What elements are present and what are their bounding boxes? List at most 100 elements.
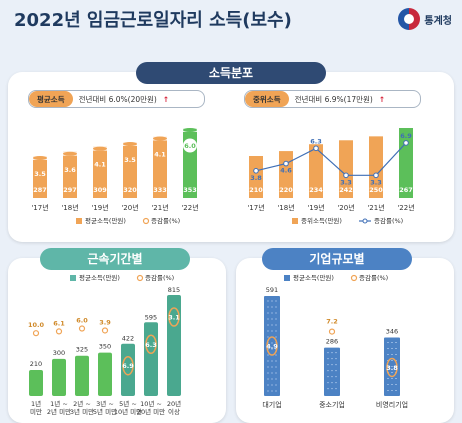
category-label: '17년 <box>31 203 48 212</box>
income-bar <box>121 343 135 396</box>
legend-swatch-marker <box>136 274 144 282</box>
value-label: 210 <box>30 360 42 368</box>
logo: 통계청 <box>398 8 452 30</box>
page-title: 2022년 임금근로일자리 소득(보수) <box>14 10 292 31</box>
income-bar <box>75 355 89 396</box>
category-label: 3년 미만 <box>70 407 94 416</box>
company-size-chart: 평균소득(만원) 증감률(%) 591 4.9 대기업 286 7.2 중소기업 346 3.8 비… <box>262 273 408 409</box>
median-income-header: 중위소득 전년대비 6.9%(17만원) ↑ <box>244 90 421 108</box>
rate-line <box>255 142 407 176</box>
rate-label: 10.0 <box>28 321 45 329</box>
rate-label: 4.1 <box>94 161 106 169</box>
bar-cap <box>183 128 197 132</box>
tenure-panel <box>8 258 226 423</box>
rate-marker <box>328 328 336 335</box>
building-bar <box>264 296 280 396</box>
bar-cap <box>153 136 167 141</box>
category-label: 대기업 <box>262 400 281 409</box>
value-label: 286 <box>326 338 338 346</box>
section-label-company-size: 기업규모별 <box>262 248 412 270</box>
category-label: '21년 <box>151 203 168 212</box>
up-arrow-icon: ↑ <box>378 94 386 104</box>
rate-label: 3.6 <box>64 166 76 174</box>
category-label: '18년 <box>61 203 78 212</box>
category-label: 중소기업 <box>319 400 345 409</box>
rate-label: 6.1 <box>53 319 65 327</box>
income-bar <box>33 156 47 198</box>
rate-marker <box>122 355 134 376</box>
rate-label: 3.3 <box>370 178 382 186</box>
value-label: 591 <box>266 286 278 294</box>
rate-label: 7.2 <box>326 318 338 326</box>
rate-marker <box>266 336 278 356</box>
rate-label: 6.3 <box>310 137 322 145</box>
rate-marker <box>283 160 289 167</box>
rate-label: 6.9 <box>122 362 134 370</box>
value-label: 320 <box>123 186 137 194</box>
legend-swatch-marker <box>362 218 368 224</box>
income-bar <box>93 146 107 198</box>
value-label: 333 <box>153 186 167 194</box>
legend-swatch-marker <box>350 274 358 282</box>
legend-label: 증감률(%) <box>151 217 180 225</box>
legend-swatch-bar <box>70 275 76 281</box>
category-label: 10년 ~ <box>140 399 162 408</box>
legend-swatch-bar <box>292 218 298 224</box>
income-bar <box>249 156 263 198</box>
avg-income-header: 평균소득 전년대비 6.0%(20만원) ↑ <box>28 90 205 108</box>
median-income-key: 중위소득 <box>245 91 289 107</box>
rate-label: 6.0 <box>76 317 88 325</box>
value-label: 309 <box>93 186 107 194</box>
rate-label: 6.3 <box>145 341 157 349</box>
rate-label: 6.0 <box>184 142 196 150</box>
value-label: 422 <box>122 335 134 343</box>
category-label: 비영리기업 <box>376 400 408 409</box>
rate-label: 3.8 <box>386 364 398 372</box>
income-bar <box>153 136 167 198</box>
income-bar <box>309 144 323 198</box>
category-label: 미만 <box>30 407 42 416</box>
rate-marker <box>55 328 63 335</box>
value-label: 210 <box>249 186 263 194</box>
legend-swatch-bar <box>76 218 82 224</box>
value-label: 267 <box>399 186 413 194</box>
rate-marker <box>386 357 398 378</box>
value-label: 220 <box>279 186 293 194</box>
bar-cap <box>123 142 137 146</box>
category-label: 5년 ~ <box>119 399 137 408</box>
legend-swatch-marker <box>142 217 150 225</box>
median-income-note: 전년대비 6.9%(17만원) <box>294 94 373 104</box>
rate-label: 3.8 <box>250 174 262 182</box>
rate-label: 4.6 <box>280 167 292 175</box>
rate-marker <box>183 138 197 153</box>
rate-marker <box>373 172 379 179</box>
rate-marker <box>253 168 259 174</box>
category-label: '19년 <box>91 203 108 212</box>
rate-label: 3.3 <box>340 178 352 186</box>
rate-label: 4.1 <box>154 150 166 158</box>
category-label: '19년 <box>307 203 324 212</box>
value-label: 325 <box>76 346 88 354</box>
income-bar <box>144 322 158 396</box>
avg-income-key: 평균소득 <box>29 91 73 107</box>
income-bar <box>52 358 66 396</box>
rate-label: 3.9 <box>99 318 111 326</box>
header: 2022년 임금근로일자리 소득(보수) 통계청 <box>0 0 462 44</box>
income-bar <box>369 136 383 198</box>
value-label: 815 <box>168 286 180 294</box>
category-label: 10년 미만 <box>114 407 142 416</box>
income-bar <box>399 128 413 198</box>
income-bar <box>123 142 137 198</box>
value-label: 297 <box>63 186 77 194</box>
legend-label: 중위소득(만원) <box>301 216 342 225</box>
rate-marker <box>313 145 319 152</box>
rate-marker <box>32 330 40 337</box>
income-bar <box>339 140 353 198</box>
income-bar <box>167 295 181 396</box>
category-label: '18년 <box>277 203 294 212</box>
rate-label: 4.9 <box>266 343 278 351</box>
value-label: 346 <box>386 327 398 335</box>
rate-marker <box>78 325 86 332</box>
category-label: 이상 <box>168 407 180 416</box>
